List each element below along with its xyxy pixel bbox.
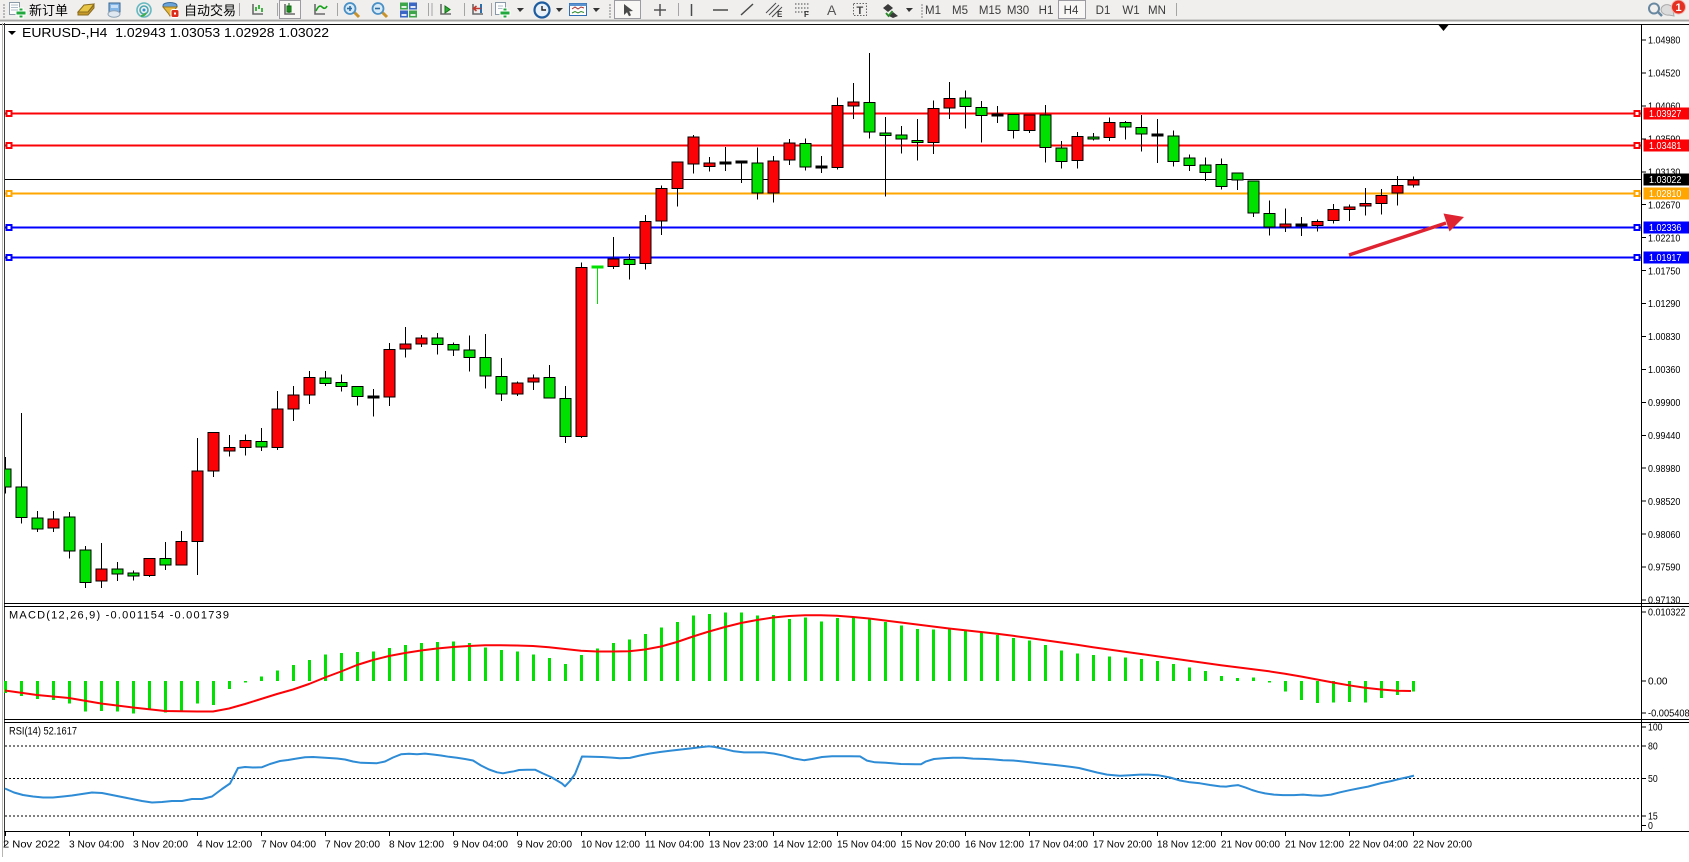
svg-text:21 Nov 12:00: 21 Nov 12:00: [1285, 839, 1344, 851]
svg-text:9 Nov 20:00: 9 Nov 20:00: [517, 839, 572, 851]
svg-text:M5: M5: [952, 5, 968, 17]
svg-text:RSI(14) 52.1617: RSI(14) 52.1617: [9, 726, 77, 738]
svg-text:14 Nov 12:00: 14 Nov 12:00: [773, 839, 832, 851]
svg-text:1.03481: 1.03481: [1649, 140, 1682, 152]
svg-text:D1: D1: [1096, 5, 1111, 17]
svg-text:0.97130: 0.97130: [1648, 595, 1681, 607]
svg-text:H4: H4: [1064, 5, 1079, 17]
svg-text:1.02336: 1.02336: [1649, 222, 1682, 234]
svg-text:15 Nov 04:00: 15 Nov 04:00: [837, 839, 896, 851]
svg-text:E: E: [777, 10, 783, 19]
svg-text:0.99900: 0.99900: [1648, 397, 1681, 409]
svg-text:10 Nov 12:00: 10 Nov 12:00: [581, 839, 640, 851]
svg-text:新订单: 新订单: [29, 3, 68, 18]
svg-text:17 Nov 20:00: 17 Nov 20:00: [1093, 839, 1152, 851]
svg-text:7 Nov 20:00: 7 Nov 20:00: [325, 839, 380, 851]
svg-text:80: 80: [1648, 741, 1658, 753]
svg-text:3 Nov 04:00: 3 Nov 04:00: [69, 839, 124, 851]
svg-text:0.98520: 0.98520: [1648, 496, 1681, 508]
svg-text:1.01917: 1.01917: [1649, 252, 1682, 264]
svg-text:W1: W1: [1122, 5, 1139, 17]
svg-text:1.00830: 1.00830: [1648, 331, 1681, 343]
svg-text:0.97590: 0.97590: [1648, 562, 1681, 574]
svg-text:0.010322: 0.010322: [1648, 607, 1686, 619]
svg-text:A: A: [827, 2, 837, 18]
svg-text:1.02810: 1.02810: [1649, 188, 1682, 200]
svg-text:7 Nov 04:00: 7 Nov 04:00: [261, 839, 316, 851]
svg-text:0.98980: 0.98980: [1648, 463, 1681, 475]
svg-text:1.03927: 1.03927: [1649, 108, 1682, 120]
svg-text:11 Nov 04:00: 11 Nov 04:00: [645, 839, 704, 851]
svg-text:15 Nov 20:00: 15 Nov 20:00: [901, 839, 960, 851]
svg-text:17 Nov 04:00: 17 Nov 04:00: [1029, 839, 1088, 851]
svg-text:1: 1: [1675, 2, 1681, 14]
svg-text:2 Nov 2022: 2 Nov 2022: [3, 839, 60, 851]
svg-text:自动交易: 自动交易: [184, 3, 236, 18]
svg-text:22 Nov 04:00: 22 Nov 04:00: [1349, 839, 1408, 851]
svg-text:22 Nov 20:00: 22 Nov 20:00: [1413, 839, 1472, 851]
svg-text:3 Nov 20:00: 3 Nov 20:00: [133, 839, 188, 851]
svg-text:21 Nov 00:00: 21 Nov 00:00: [1221, 839, 1280, 851]
svg-text:1.02670: 1.02670: [1648, 199, 1681, 211]
svg-text:0.00: 0.00: [1648, 676, 1668, 688]
svg-text:50: 50: [1648, 773, 1658, 785]
svg-text:1.04980: 1.04980: [1648, 35, 1681, 47]
svg-text:T: T: [857, 5, 864, 17]
svg-text:0.99440: 0.99440: [1648, 430, 1681, 442]
svg-text:M30: M30: [1007, 5, 1029, 17]
svg-text:H1: H1: [1039, 5, 1054, 17]
svg-text:1.03022: 1.03022: [1649, 174, 1682, 186]
svg-text:MACD(12,26,9) -0.001154 -0.001: MACD(12,26,9) -0.001154 -0.001739: [9, 610, 229, 622]
svg-text:9 Nov 04:00: 9 Nov 04:00: [453, 839, 508, 851]
svg-text:M15: M15: [979, 5, 1001, 17]
svg-text:1.04520: 1.04520: [1648, 68, 1681, 80]
svg-text:0: 0: [1648, 820, 1653, 832]
svg-text:4 Nov 12:00: 4 Nov 12:00: [197, 839, 252, 851]
svg-text:1.01290: 1.01290: [1648, 298, 1681, 310]
svg-text:F: F: [804, 10, 809, 19]
svg-text:100: 100: [1648, 722, 1663, 734]
svg-text:0.98060: 0.98060: [1648, 529, 1681, 541]
svg-text:18 Nov 12:00: 18 Nov 12:00: [1157, 839, 1216, 851]
svg-text:1.00360: 1.00360: [1648, 364, 1681, 376]
svg-text:8 Nov 12:00: 8 Nov 12:00: [389, 839, 444, 851]
svg-text:EURUSD-,H4 1.02943 1.03053 1.: EURUSD-,H4 1.02943 1.03053 1.02928 1.030…: [22, 25, 329, 40]
svg-text:M1: M1: [925, 5, 941, 17]
svg-text:-0.005408: -0.005408: [1648, 708, 1689, 720]
svg-text:1.01750: 1.01750: [1648, 265, 1681, 277]
svg-text:16 Nov 12:00: 16 Nov 12:00: [965, 839, 1024, 851]
svg-text:MN: MN: [1148, 5, 1166, 17]
svg-text:13 Nov 23:00: 13 Nov 23:00: [709, 839, 768, 851]
